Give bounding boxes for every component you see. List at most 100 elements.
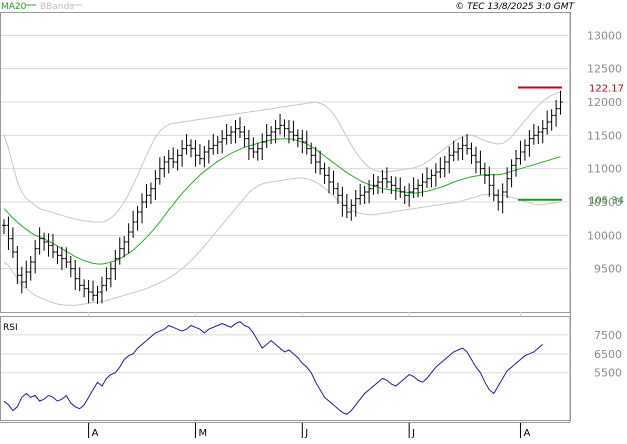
ohlc-bar [15, 246, 20, 284]
ohlc-bar [86, 280, 91, 304]
ohlc-bar [362, 186, 367, 204]
ohlc-bar [318, 150, 323, 175]
ohlc-bar [246, 130, 251, 160]
rsi-title: RSI [3, 323, 18, 333]
main-y-tick-label: 9500 [594, 263, 622, 276]
main-y-tick-label: 12500 [587, 63, 622, 76]
ohlc-bar [180, 140, 185, 167]
ohlc-bar [126, 223, 131, 254]
ohlc-bar [407, 183, 412, 207]
ohlc-bar [242, 126, 247, 148]
resistance-level-label: 122.17 [589, 84, 624, 95]
ohlc-bar [184, 134, 189, 155]
ohlc-bar [433, 163, 438, 187]
ohlc-bar [50, 234, 55, 258]
candles-layer [2, 90, 563, 304]
ohlc-bar [291, 120, 296, 142]
ohlc-bar [518, 140, 523, 165]
ohlc-bar [304, 130, 309, 155]
ohlc-bar [99, 276, 104, 304]
main-panel-frame [0, 12, 571, 313]
ohlc-bar [429, 169, 434, 188]
main-y-tick-label: 12000 [587, 96, 622, 109]
ohlc-bar [10, 227, 15, 258]
x-tick-label: A [523, 428, 530, 439]
ohlc-bar [2, 219, 6, 234]
legend-ma20: MA20 [1, 2, 27, 12]
ohlc-bar [108, 262, 113, 288]
ohlc-bar [389, 176, 394, 194]
ohlc-bar [46, 233, 51, 257]
ohlc-bar [6, 216, 11, 250]
ohlc-bar [496, 189, 501, 211]
ohlc-bar [344, 194, 349, 218]
rsi-y-tick-label: 5500 [594, 367, 622, 380]
ma-layer [3, 138, 561, 265]
main-y-tick-label: 11000 [587, 163, 622, 176]
ohlc-bar [64, 247, 69, 268]
header: MA20 BBands © TEC 13/8/2025 3:0 GMT [1, 2, 576, 12]
ohlc-bar [478, 150, 483, 175]
levels-layer: 122.17 105.34 [518, 84, 624, 207]
grid-layer [1, 34, 570, 374]
ohlc-bar [206, 140, 211, 164]
main-y-tick-label: 10500 [587, 196, 622, 209]
ohlc-bar [215, 136, 220, 154]
ohlc-bar [202, 146, 207, 168]
ohlc-bar [558, 90, 563, 115]
ohlc-bar [456, 142, 461, 161]
ohlc-bar [424, 167, 429, 188]
ohlc-bar [500, 183, 505, 214]
bbands-layer [3, 91, 561, 306]
ohlc-bar [358, 184, 363, 205]
ohlc-bar [255, 142, 260, 161]
ohlc-bar [527, 130, 532, 157]
rsi-layer [3, 321, 544, 415]
ohlc-bar [505, 167, 510, 198]
ohlc-bar [331, 170, 336, 195]
ohlc-bar [313, 146, 318, 174]
ohlc-bar [442, 156, 447, 178]
ohlc-bar [473, 146, 478, 174]
copyright-timestamp: © TEC 13/8/2025 3:0 GMT [455, 2, 575, 12]
ohlc-bar [465, 134, 470, 155]
ohlc-bar [197, 144, 202, 165]
main-y-tick-label: 13000 [587, 29, 622, 42]
main-y-tick-label: 11500 [587, 129, 622, 142]
ohlc-bar [322, 162, 327, 184]
ohlc-bar [376, 176, 380, 194]
ohlc-bar [549, 109, 554, 131]
ohlc-bar [438, 157, 443, 178]
ohlc-bar [113, 250, 118, 280]
ohlc-bar [144, 184, 149, 208]
ohlc-bar [122, 236, 127, 258]
frame-layer [0, 12, 571, 421]
ohlc-bar [55, 246, 60, 264]
ohlc-bar [380, 170, 385, 194]
ohlc-bar [251, 137, 256, 158]
support-level-label: 105.34 [589, 196, 624, 207]
bbands-upper-line [3, 91, 561, 223]
rsi-y-tick-label: 6500 [594, 348, 622, 361]
ohlc-bar [491, 174, 496, 202]
ohlc-bar [42, 232, 47, 251]
x-tick-label: A [92, 428, 99, 439]
ohlc-bar [482, 162, 487, 184]
ohlc-bar [509, 159, 514, 188]
ohlc-bar [540, 120, 545, 144]
ohlc-bar [295, 129, 300, 148]
ohlc-bar [166, 150, 171, 174]
ohlc-bar [269, 126, 274, 144]
ohlc-bar [282, 119, 287, 138]
ohlc-bar [24, 260, 29, 288]
ohlc-bar [447, 146, 452, 174]
ohlc-bar [460, 136, 465, 160]
ohlc-bar [28, 256, 33, 281]
rsi-line [3, 321, 544, 415]
ohlc-bar [224, 124, 229, 145]
ohlc-bar [37, 227, 42, 255]
ohlc-bar [536, 126, 541, 144]
ohlc-bar [393, 176, 398, 200]
ohlc-bar [175, 149, 180, 171]
